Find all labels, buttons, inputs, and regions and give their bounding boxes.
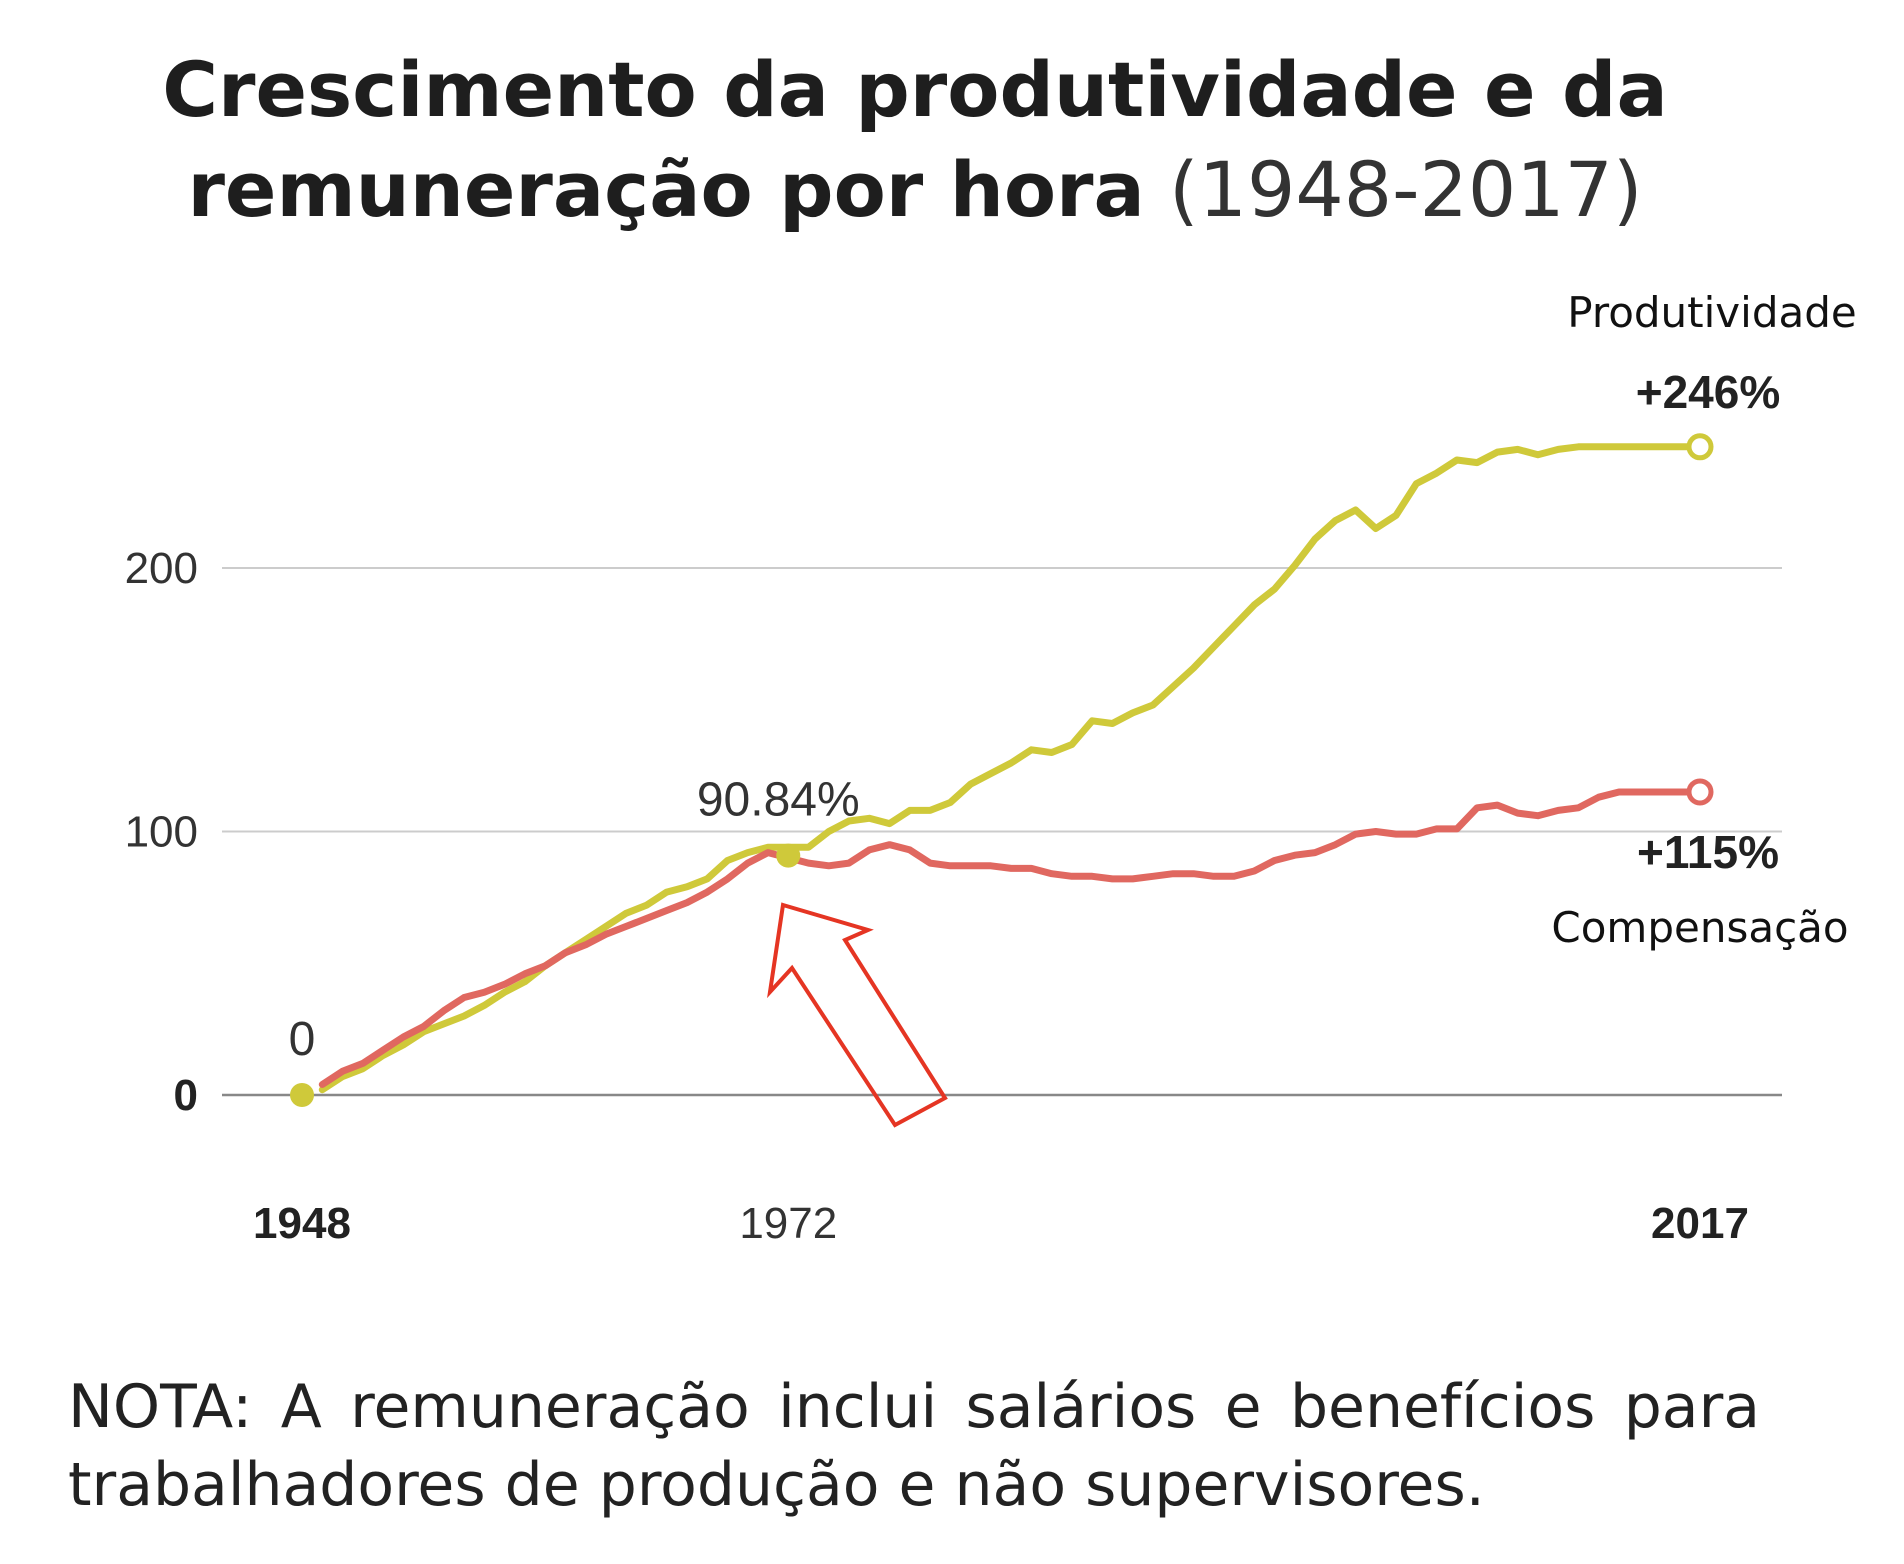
annotation-label-1: 90.84% — [697, 774, 860, 827]
series-pct-compensacao: +115% — [1637, 826, 1779, 878]
y-tick-label-100: 100 — [125, 808, 198, 857]
annotation-label-0: 0 — [289, 1013, 316, 1066]
chart-title-main: Crescimento da produtividade e da remune… — [162, 45, 1668, 234]
gridlines — [222, 567, 1782, 1097]
series-end-marker-compensacao — [1686, 778, 1714, 806]
x-tick-label-1972: 1972 — [739, 1199, 837, 1248]
x-tick-label-1948: 1948 — [253, 1199, 351, 1248]
chart-title: Crescimento da produtividade e da remune… — [0, 40, 1830, 240]
series-label-produtividade: Produtividade — [1567, 288, 1856, 337]
x-axis-ticks: 1948 1972 2017 — [253, 1199, 1749, 1248]
series-end-marker-produtividade — [1686, 433, 1714, 461]
y-axis-ticks: 0 100 200 — [125, 544, 198, 1120]
series-labels: Produtividade +246% +115% Compensação — [1551, 288, 1856, 952]
series-label-compensacao: Compensação — [1551, 903, 1848, 952]
chart-title-years: (1948-2017) — [1169, 145, 1643, 234]
series-lines — [318, 433, 1714, 1094]
arrow-icon — [767, 902, 948, 1128]
footnote: NOTA: A remuneração inclui salários e be… — [68, 1372, 1760, 1520]
y-tick-label-0: 0 — [174, 1071, 198, 1120]
series-line-produtividade — [318, 443, 1704, 1094]
point-annotations: 0 90.84% — [289, 774, 860, 1107]
annotation-point-0 — [290, 1083, 314, 1107]
y-tick-label-200: 200 — [125, 544, 198, 593]
annotation-point-1 — [776, 843, 801, 868]
series-line-compensacao — [318, 788, 1704, 1088]
x-tick-label-2017: 2017 — [1651, 1199, 1749, 1248]
series-pct-produtividade: +246% — [1636, 366, 1781, 418]
